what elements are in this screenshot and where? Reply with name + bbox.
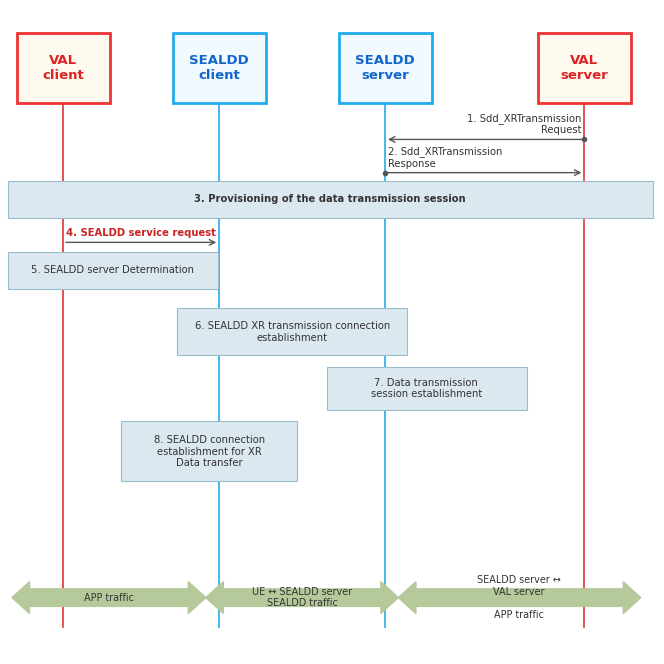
FancyBboxPatch shape bbox=[538, 33, 631, 103]
FancyBboxPatch shape bbox=[173, 33, 266, 103]
FancyBboxPatch shape bbox=[8, 181, 653, 218]
Text: 6. SEALDD XR transmission connection
establishment: 6. SEALDD XR transmission connection est… bbox=[195, 321, 390, 343]
Text: 1. Sdd_XRTransmission
Request: 1. Sdd_XRTransmission Request bbox=[467, 113, 581, 135]
FancyBboxPatch shape bbox=[8, 252, 218, 289]
Text: SEALDD
server: SEALDD server bbox=[355, 54, 415, 82]
Polygon shape bbox=[398, 582, 641, 614]
Text: APP traffic: APP traffic bbox=[84, 592, 134, 603]
Text: 8. SEALDD connection
establishment for XR
Data transfer: 8. SEALDD connection establishment for X… bbox=[153, 435, 265, 468]
FancyBboxPatch shape bbox=[121, 421, 297, 481]
Text: VAL
client: VAL client bbox=[42, 54, 84, 82]
Text: 5. SEALDD server Determination: 5. SEALDD server Determination bbox=[31, 265, 195, 276]
Text: VAL
server: VAL server bbox=[560, 54, 608, 82]
Text: 2. Sdd_XRTransmission
Response: 2. Sdd_XRTransmission Response bbox=[388, 146, 503, 169]
FancyBboxPatch shape bbox=[327, 367, 527, 410]
Text: UE ↔ SEALDD server
SEALDD traffic: UE ↔ SEALDD server SEALDD traffic bbox=[252, 587, 352, 608]
Text: 7. Data transmission
session establishment: 7. Data transmission session establishme… bbox=[371, 378, 482, 399]
Polygon shape bbox=[12, 582, 206, 614]
Text: 3. Provisioning of the data transmission session: 3. Provisioning of the data transmission… bbox=[194, 194, 466, 205]
Polygon shape bbox=[206, 582, 398, 614]
Text: SEALDD server ↔
VAL server

APP traffic: SEALDD server ↔ VAL server APP traffic bbox=[477, 575, 561, 620]
FancyBboxPatch shape bbox=[177, 308, 407, 355]
FancyBboxPatch shape bbox=[339, 33, 432, 103]
Text: SEALDD
client: SEALDD client bbox=[189, 54, 249, 82]
FancyBboxPatch shape bbox=[17, 33, 110, 103]
Text: 4. SEALDD service request: 4. SEALDD service request bbox=[66, 228, 216, 238]
